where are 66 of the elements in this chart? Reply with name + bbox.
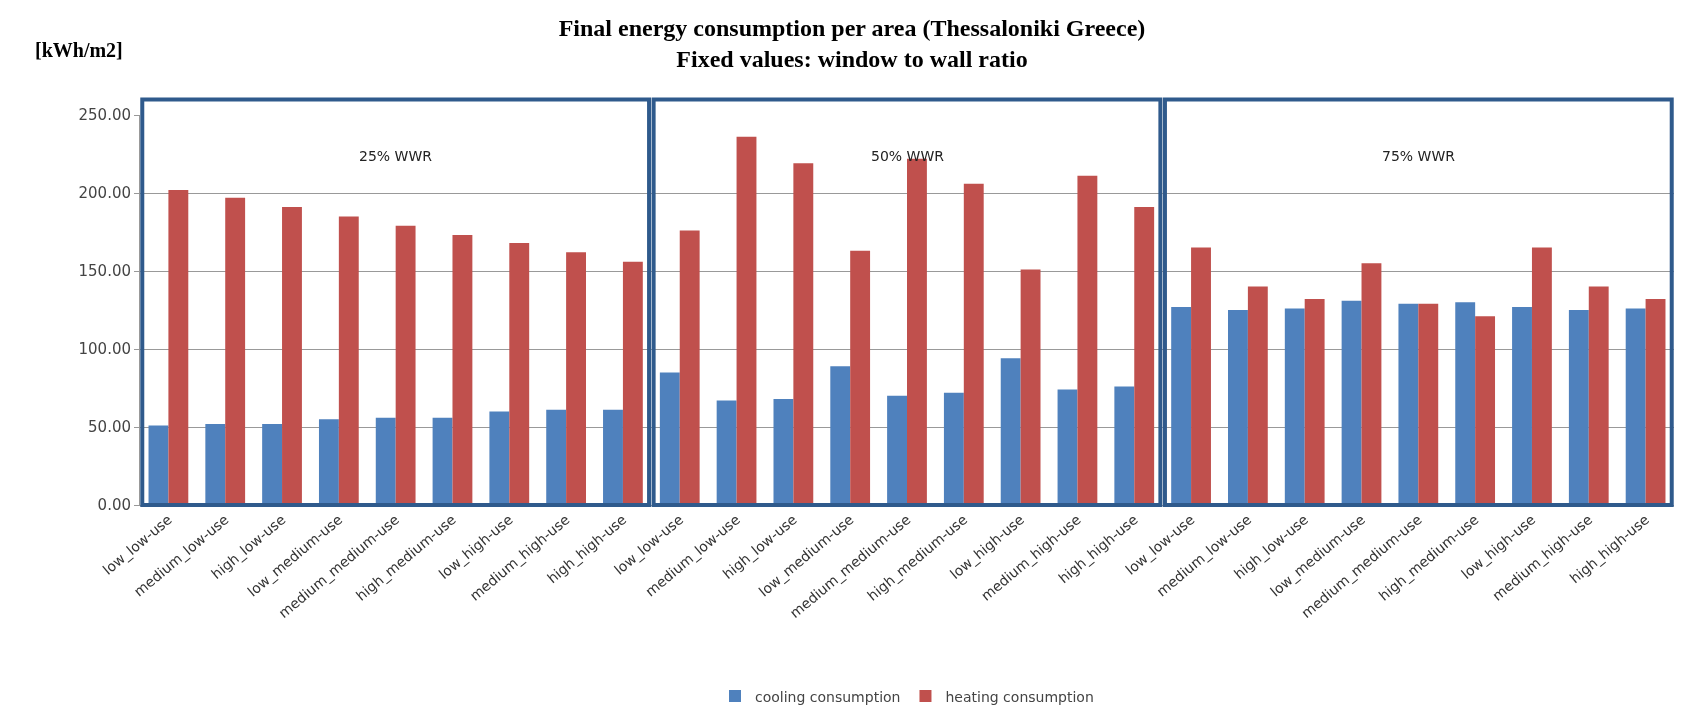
- bar: [282, 207, 302, 505]
- bar: [943, 392, 964, 505]
- bar: [262, 423, 283, 505]
- bar: [1398, 303, 1419, 505]
- bar: [148, 425, 169, 505]
- bar: [1114, 386, 1135, 505]
- bar: [1000, 358, 1021, 505]
- bar: [225, 197, 246, 505]
- bar: [509, 242, 530, 505]
- bar: [489, 411, 510, 505]
- y-tick-label: 50.00: [88, 418, 131, 437]
- chart-title: Final energy consumption per area (Thessaloniki Greece) Fixed values: window to wall ratio: [558, 15, 1146, 73]
- bar: [546, 409, 567, 505]
- annotation: 75% WWR: [1382, 148, 1456, 164]
- bar: [1531, 247, 1552, 505]
- bar: [318, 419, 339, 505]
- bar: [1228, 310, 1248, 505]
- bar: [1645, 299, 1666, 505]
- bar: [1418, 303, 1439, 505]
- bar: [1588, 286, 1609, 505]
- y-tick-label: 150.00: [78, 262, 131, 281]
- bar: [773, 398, 794, 505]
- y-axis-title: [kWh/m2]: [35, 39, 123, 61]
- bar: [1134, 207, 1155, 505]
- bar: [375, 417, 396, 505]
- bar: [1625, 308, 1646, 505]
- bar: [1361, 263, 1382, 505]
- bar: [1304, 299, 1325, 505]
- bar: [1455, 302, 1476, 505]
- bar: [1077, 175, 1098, 505]
- bar: [1568, 310, 1589, 505]
- bar: [963, 183, 984, 505]
- bar: [338, 216, 359, 505]
- bar: [205, 423, 226, 505]
- legend-label: heating consumption: [945, 688, 1094, 705]
- bar: [566, 252, 586, 505]
- y-tick-label: 250.00: [78, 106, 131, 125]
- bar: [1341, 300, 1362, 505]
- bar: [1191, 247, 1211, 505]
- bar: [168, 189, 189, 505]
- bar: [1284, 308, 1305, 505]
- y-tick-label: 200.00: [78, 184, 131, 203]
- bar: [736, 136, 757, 505]
- bar: [887, 395, 907, 505]
- bar: [622, 261, 643, 505]
- bar: [659, 372, 680, 505]
- bar: [395, 225, 416, 505]
- bar: [793, 163, 814, 505]
- annotation: 25% WWR: [359, 148, 433, 164]
- bar: [1171, 306, 1192, 505]
- bar: [1475, 316, 1496, 505]
- y-tick-label: 100.00: [78, 340, 131, 359]
- bar: [830, 366, 851, 505]
- legend-label: cooling consumption: [755, 688, 901, 705]
- bar: [603, 409, 623, 505]
- bar: [716, 400, 737, 505]
- annotation: 50% WWR: [871, 148, 945, 164]
- bar: [432, 417, 453, 505]
- y-tick-label: 0.00: [97, 496, 131, 515]
- bar: [1057, 389, 1078, 505]
- bar: [1247, 286, 1268, 505]
- bar: [850, 250, 871, 505]
- bar: [1512, 306, 1532, 505]
- bar: [679, 230, 700, 505]
- bar: [452, 235, 473, 505]
- bar: [1020, 269, 1041, 505]
